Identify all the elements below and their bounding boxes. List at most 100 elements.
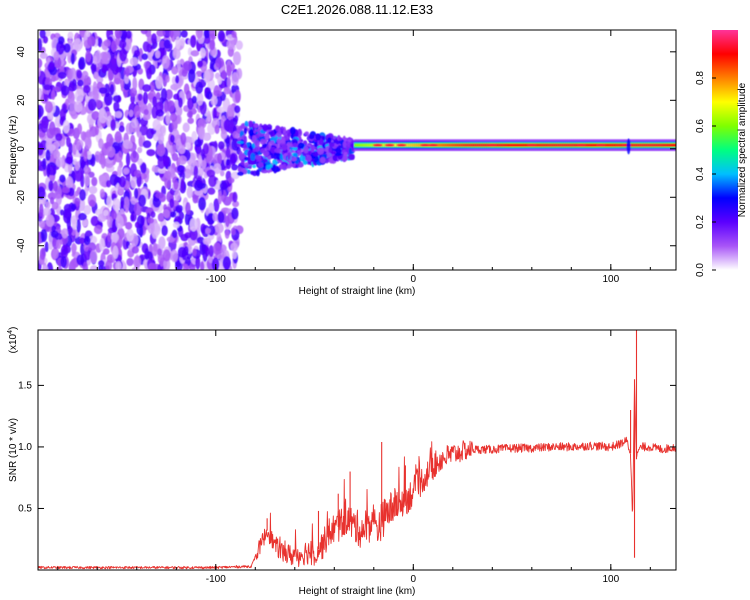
band-segment	[412, 143, 416, 147]
cluster-blob	[281, 143, 288, 151]
noise-blob	[182, 122, 190, 133]
noise-blob	[230, 242, 238, 252]
band-segment	[549, 143, 552, 147]
noise-blob	[175, 204, 184, 213]
cluster-blob	[309, 146, 315, 153]
band-segment	[414, 143, 418, 147]
noise-blob	[62, 120, 70, 134]
noise-blob	[98, 138, 104, 149]
noise-blob	[59, 209, 64, 216]
noise-blob	[38, 88, 42, 101]
noise-blob	[152, 242, 158, 257]
noise-blob	[107, 231, 113, 242]
noise-blob	[140, 30, 148, 35]
noise-blob	[198, 196, 206, 211]
noise-blob	[124, 38, 132, 51]
noise-blob	[217, 76, 222, 85]
noise-blob	[211, 257, 220, 270]
noise-blob	[177, 164, 185, 173]
noise-blob	[203, 30, 210, 39]
noise-blob	[171, 229, 178, 239]
noise-blob	[122, 167, 130, 175]
band-segment	[366, 143, 369, 147]
cluster-blob	[343, 151, 348, 157]
noise-blob	[179, 37, 186, 47]
band-segment	[613, 143, 617, 147]
noise-blob	[175, 36, 181, 50]
noise-blob	[39, 52, 48, 59]
noise-blob	[45, 214, 55, 227]
noise-blob	[92, 81, 98, 95]
noise-blob	[44, 101, 53, 113]
noise-blob	[227, 176, 235, 184]
noise-blob	[80, 243, 85, 256]
cluster-blob	[262, 124, 268, 132]
noise-blob	[175, 75, 180, 84]
spectrogram-axes: -100 0 100 -40 -20 0 20 40	[16, 30, 676, 285]
noise-blob	[130, 213, 135, 222]
noise-blob	[230, 153, 237, 166]
noise-blob	[93, 51, 102, 64]
band-segment	[587, 143, 591, 147]
noise-blob	[193, 165, 199, 179]
noise-blob	[194, 139, 202, 148]
cluster-blob	[287, 152, 291, 161]
noise-blob	[115, 261, 122, 270]
noise-blob	[214, 222, 224, 234]
noise-blob	[76, 70, 83, 79]
cluster-blob	[244, 162, 249, 169]
spectrogram-x-label: Height of straight line (km)	[299, 286, 416, 297]
noise-blob	[128, 109, 134, 117]
band-segment	[480, 143, 484, 147]
cluster-blob	[315, 133, 322, 141]
band-segment	[659, 143, 663, 147]
snr-x-label: Height of straight line (km)	[299, 586, 416, 597]
noise-blob	[205, 91, 213, 100]
noise-blob	[180, 30, 188, 38]
noise-blob	[232, 200, 240, 208]
noise-blob	[157, 212, 165, 222]
noise-blob	[186, 186, 193, 199]
noise-blob	[231, 207, 239, 220]
noise-blob	[42, 265, 49, 270]
band-segment	[609, 143, 613, 147]
noise-blob	[90, 215, 100, 227]
noise-blob	[209, 39, 216, 51]
noise-blob	[186, 111, 193, 118]
band-segment	[472, 143, 476, 147]
band-segment	[521, 143, 524, 147]
noise-blob	[207, 187, 216, 195]
cluster-blob	[280, 126, 285, 132]
band-segment	[394, 143, 397, 147]
band-segment	[559, 143, 562, 147]
noise-blob	[105, 259, 113, 270]
band-segment	[671, 143, 675, 147]
noise-blob	[55, 40, 65, 55]
noise-blob	[38, 67, 41, 77]
noise-blob	[46, 163, 51, 178]
band-segment	[591, 143, 595, 147]
noise-blob	[206, 110, 212, 123]
cluster-blob	[236, 171, 244, 176]
spectrogram-x-tick-label: 0	[411, 274, 417, 285]
cluster-blob	[251, 170, 258, 177]
band-segment	[639, 143, 643, 147]
noise-blob	[40, 120, 49, 133]
cluster-blob	[238, 152, 244, 161]
noise-blob	[178, 145, 186, 155]
noise-blob	[118, 125, 125, 133]
band-segment	[663, 143, 667, 147]
noise-blob	[130, 118, 139, 129]
cluster-blob	[274, 148, 280, 153]
band-segment	[605, 143, 609, 147]
band-segment	[571, 143, 574, 147]
band-segment	[553, 143, 556, 147]
noise-blob	[155, 92, 161, 100]
noise-blob	[180, 177, 185, 191]
cluster-blob	[243, 127, 248, 134]
noise-blob	[84, 173, 90, 187]
cluster-blob	[276, 153, 282, 160]
noise-blob	[100, 155, 106, 169]
noise-blob	[91, 176, 98, 187]
noise-blob	[227, 46, 234, 58]
